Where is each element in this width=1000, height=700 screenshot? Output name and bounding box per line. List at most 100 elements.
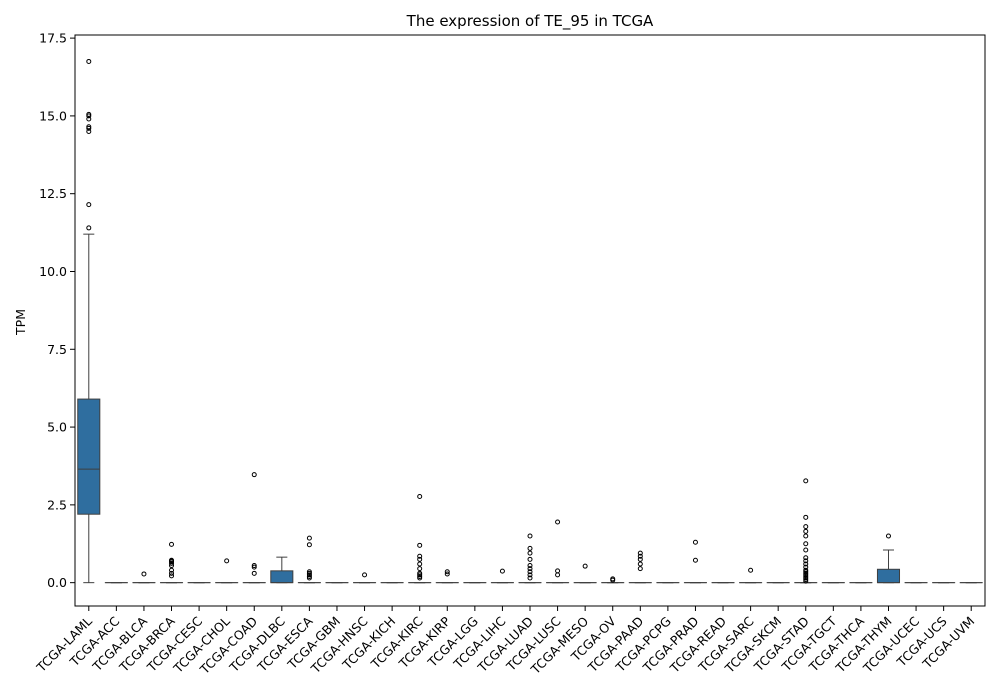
box-tcga-brca [159,541,184,584]
outlier-point [527,533,533,539]
plot-frame [74,34,986,607]
outlier-point [748,567,754,573]
outlier-point [803,541,809,547]
box-tcga-dlbc [270,556,294,584]
outlier-point [527,545,533,551]
box-tcga-laml [77,58,101,584]
outlier-point [306,570,312,576]
outlier-point [637,561,643,567]
box-tcga-luad [518,533,542,584]
outlier-point [86,111,92,117]
outlier-point [803,564,809,570]
outlier-point [803,569,809,575]
outlier-point [527,550,533,556]
outlier-point [251,564,257,570]
box-iqr [77,398,101,515]
outlier-point [803,533,809,539]
outlier-point [306,535,312,541]
outlier-point [610,576,616,582]
box-tcga-hnsc [353,572,377,584]
outlier-point [582,563,588,569]
outlier-point [803,524,809,530]
outlier-point [169,560,175,566]
outlier-point [251,472,257,478]
outlier-point [169,573,175,579]
box-tcga-kirc [408,493,432,584]
outlier-point [444,571,450,577]
outlier-point [527,575,533,581]
chart-title: The expression of TE_95 in TCGA [406,12,654,31]
outlier-point [86,58,92,64]
y-tick-label: 0.0 [47,575,67,590]
outlier-point [224,558,230,564]
outlier-point [885,533,891,539]
outlier-point [803,573,809,579]
outlier-point [362,572,368,578]
outlier-point [803,570,809,576]
outlier-point [555,568,561,574]
x-axis-ticks: TCGA-LAMLTCGA-ACCTCGA-BLCATCGA-BRCATCGA-… [33,606,977,678]
outlier-point [417,572,423,578]
outlier-point [417,575,423,581]
y-axis-ticks: 0.0 2.5 5.0 7.5 10.0 12.5 15.0 17.5 [39,31,75,590]
outlier-point [637,550,643,556]
outlier-point [251,563,257,569]
outlier-point [306,573,312,579]
outlier-point [417,570,423,576]
outlier-point [692,539,698,545]
box-tcga-prad [683,539,707,584]
outlier-point [637,566,643,572]
outlier-point [803,528,809,534]
outlier-point [637,553,643,559]
outlier-point [527,556,533,562]
outlier-point [803,547,809,553]
box-tcga-sarc [739,567,763,584]
outlier-point [251,570,257,576]
outlier-point [803,561,809,567]
box-tcga-ov [601,576,625,584]
outlier-point [499,568,505,574]
box-tcga-esca [297,535,321,584]
outlier-point [417,553,423,559]
outlier-point [169,567,175,573]
outlier-point [417,556,423,562]
y-tick-label: 2.5 [47,497,67,512]
box-tcga-paad [628,550,652,584]
box-tcga-stad [794,478,818,584]
y-tick-label: 17.5 [39,31,67,46]
box-tcga-kirp [435,569,459,584]
box-tcga-coad [242,472,266,584]
outlier-point [417,566,423,572]
outlier-point [527,563,533,569]
outlier-point [141,571,147,577]
outlier-point [169,541,175,547]
boxes [77,58,983,584]
outlier-point [86,128,92,134]
y-tick-label: 12.5 [39,186,67,201]
outlier-point [803,478,809,484]
box-tcga-chol [215,558,239,584]
outlier-point [803,558,809,564]
outlier-point [527,572,533,578]
y-axis-label: TPM [13,309,28,336]
y-tick-label: 15.0 [39,108,67,123]
box-tcga-lihc [490,568,514,584]
outlier-point [169,557,175,563]
outlier-point [803,578,809,584]
outlier-point [86,116,92,122]
outlier-point [803,555,809,561]
box-iqr [876,568,901,584]
box-tcga-lusc [546,519,570,584]
outlier-point [803,577,809,583]
outlier-point [306,572,312,578]
outlier-point [555,572,561,578]
outlier-point [444,569,450,575]
outlier-point [306,575,312,581]
outlier-point [86,225,92,231]
outlier-point [555,519,561,525]
box-tcga-meso [573,563,597,584]
outlier-point [86,202,92,208]
outlier-point [306,569,312,575]
outlier-point [417,573,423,579]
